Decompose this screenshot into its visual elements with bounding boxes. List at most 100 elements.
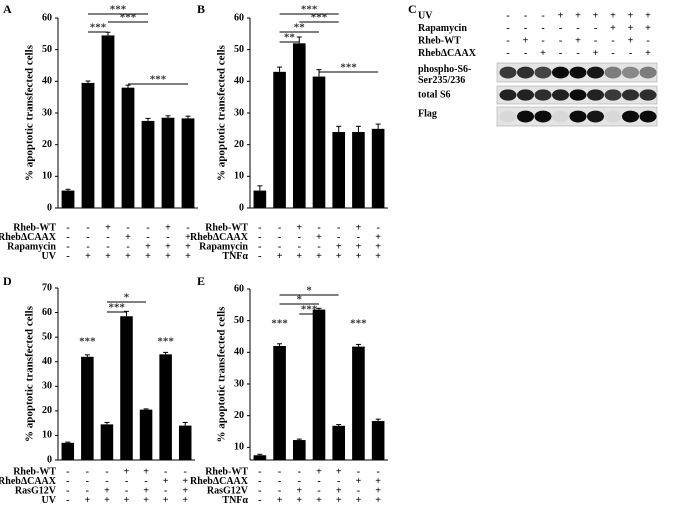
condition-sign: -	[298, 466, 301, 477]
y-tick-label: 30	[234, 378, 244, 389]
sig-label: ***	[79, 336, 96, 348]
condition-sign: -	[86, 485, 89, 496]
y-axis-label: % apoptotic transfected cells	[24, 44, 36, 181]
y-tick-label: 30	[42, 107, 52, 118]
blot-row-label: total S6	[418, 89, 451, 100]
condition-sign: +	[316, 232, 322, 243]
blot-band	[534, 66, 552, 79]
bar	[332, 132, 346, 208]
panel-letter: C	[408, 2, 417, 16]
condition-sign: -	[164, 466, 167, 477]
condition-sign: -	[258, 466, 261, 477]
sig-label: *	[124, 292, 130, 304]
bar	[81, 356, 94, 460]
condition-sign: +	[628, 10, 634, 21]
condition-sign: +	[356, 476, 362, 487]
blot-band	[604, 66, 622, 79]
y-tick-label: 60	[234, 12, 244, 23]
condition-sign: -	[184, 466, 187, 477]
condition-name: Rheb-WT	[418, 35, 461, 46]
condition-name: Rheb-WT	[205, 466, 248, 477]
condition-sign: -	[541, 35, 544, 46]
y-tick-label: 50	[42, 331, 52, 342]
condition-sign: -	[146, 232, 149, 243]
blot-band	[552, 110, 569, 123]
sig-label: ***	[301, 4, 318, 16]
bar	[253, 190, 267, 208]
condition-sign: -	[126, 241, 129, 252]
condition-sign: -	[611, 48, 614, 59]
condition-sign: +	[336, 485, 342, 496]
y-tick-label: 50	[234, 44, 244, 55]
blot-band	[534, 110, 552, 123]
condition-sign: +	[125, 251, 131, 262]
condition-sign: -	[298, 476, 301, 487]
bar	[332, 425, 346, 460]
condition-sign: +	[610, 23, 616, 34]
y-axis-label: % apoptotic transfected cells	[24, 305, 36, 442]
condition-sign: -	[144, 476, 147, 487]
condition-sign: +	[296, 495, 302, 506]
y-tick-label: 40	[234, 347, 244, 358]
blot-band	[587, 66, 604, 79]
condition-sign: +	[575, 10, 581, 21]
condition-sign: -	[66, 495, 69, 506]
y-tick-label: 20	[42, 139, 52, 150]
condition-sign: +	[182, 485, 188, 496]
sig-label: ***	[120, 12, 137, 24]
condition-sign: -	[166, 232, 169, 243]
condition-sign: +	[163, 495, 169, 506]
condition-sign: +	[104, 495, 110, 506]
condition-sign: -	[541, 23, 544, 34]
blot-band	[534, 89, 552, 101]
condition-sign: -	[106, 232, 109, 243]
condition-sign: -	[105, 466, 108, 477]
condition-sign: +	[185, 241, 191, 252]
condition-sign: +	[375, 232, 381, 243]
bar	[121, 87, 135, 208]
condition-sign: +	[182, 476, 188, 487]
condition-sign: +	[356, 495, 362, 506]
condition-name: Rheb-WT	[13, 466, 56, 477]
condition-name: Rheb-WT	[13, 222, 56, 233]
panel-letter: D	[3, 274, 12, 288]
bar	[273, 346, 286, 460]
condition-sign: +	[296, 485, 302, 496]
sig-label: ***	[90, 22, 107, 34]
bar	[371, 421, 385, 460]
condition-sign: -	[186, 222, 189, 233]
condition-sign: -	[506, 35, 509, 46]
condition-sign: +	[277, 251, 283, 262]
sig-label: ***	[108, 302, 125, 314]
condition-sign: -	[258, 222, 261, 233]
bar	[161, 117, 175, 208]
condition-name: UV	[418, 10, 433, 21]
blot-band	[587, 89, 604, 101]
condition-sign: +	[145, 241, 151, 252]
sig-label: ***	[271, 318, 288, 330]
bar	[292, 43, 306, 209]
blot-band	[552, 66, 569, 79]
condition-sign: -	[541, 10, 544, 21]
condition-sign: +	[593, 10, 599, 21]
y-tick-label: 40	[42, 356, 52, 367]
condition-sign: -	[357, 232, 360, 243]
y-axis-label: % apoptotic transfected cells	[216, 306, 228, 443]
bar	[120, 316, 133, 460]
y-tick-label: 30	[234, 107, 244, 118]
condition-name: RhebΔCAAX	[190, 232, 249, 243]
y-tick-label: 20	[42, 405, 52, 416]
condition-sign: -	[86, 476, 89, 487]
blot-band	[639, 66, 657, 79]
blot-band	[499, 110, 517, 123]
condition-sign: -	[278, 241, 281, 252]
panel-letter: A	[3, 2, 12, 16]
sig-label: ***	[157, 336, 174, 348]
condition-sign: -	[559, 48, 562, 59]
blot-band	[552, 89, 569, 101]
condition-sign: -	[105, 476, 108, 487]
condition-sign: -	[298, 241, 301, 252]
blot-band	[499, 89, 517, 101]
condition-sign: -	[66, 251, 69, 262]
bar	[178, 425, 192, 460]
